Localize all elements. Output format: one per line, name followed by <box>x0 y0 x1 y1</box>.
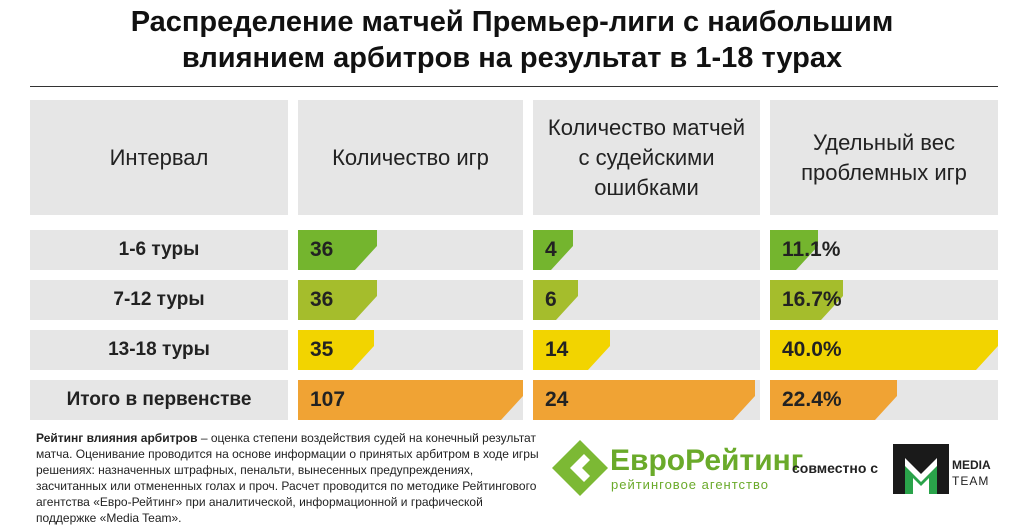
footnote-term: Рейтинг влияния арбитров <box>36 431 198 445</box>
logo-name: ЕвроРейтинг <box>610 444 803 478</box>
header-cell: Количество матчей с судейскими ошибками <box>533 100 760 215</box>
value: 6 <box>545 288 557 311</box>
value: 40.0% <box>782 338 842 361</box>
bar <box>770 380 897 420</box>
title: Распределение матчей Премьер-лиги с наиб… <box>130 6 894 38</box>
value-cell: 35 <box>298 330 523 370</box>
bar <box>770 330 998 370</box>
header-cell: Количество игр <box>298 100 523 215</box>
divider <box>30 86 998 87</box>
row-label: 13-18 туры <box>30 330 288 370</box>
mediateam-icon <box>893 444 949 494</box>
eurorating-icon <box>552 440 608 496</box>
value-cell: 14 <box>533 330 760 370</box>
value: 24 <box>545 388 569 411</box>
value-cell: 4 <box>533 230 760 270</box>
value-cell: 40.0% <box>770 330 998 370</box>
footnote-text: – оценка степени воздействия судей на ко… <box>36 431 539 525</box>
value: 35 <box>310 338 334 361</box>
value-cell: 6 <box>533 280 760 320</box>
value: 36 <box>310 238 334 261</box>
media: MEDIA <box>952 458 991 472</box>
logo-part: Рейтинг <box>685 444 804 477</box>
bar <box>298 380 523 420</box>
value-cell: 22.4% <box>770 380 998 420</box>
value: 4 <box>545 238 557 261</box>
bar <box>533 380 755 420</box>
value: 107 <box>310 388 346 411</box>
value: 11.1% <box>782 238 841 261</box>
value: 16.7% <box>782 288 842 311</box>
value-cell: 16.7% <box>770 280 998 320</box>
value-cell: 24 <box>533 380 760 420</box>
logo-part: Евро <box>610 444 686 477</box>
header-cell: Интервал <box>30 100 288 215</box>
together: совместно с <box>792 460 879 476</box>
row-label: 7-12 туры <box>30 280 288 320</box>
row-label: Итого в первенстве <box>30 380 288 420</box>
title: влиянием арбитров на результат в 1-18 ту… <box>181 42 843 74</box>
row-label: 1-6 туры <box>30 230 288 270</box>
team: TEAM <box>952 474 990 488</box>
value: 14 <box>545 338 569 361</box>
footnote: Рейтинг влияния арбитров – оценка степен… <box>36 430 546 526</box>
value-cell: 36 <box>298 230 523 270</box>
value: 22.4% <box>782 388 842 411</box>
value-cell: 107 <box>298 380 523 420</box>
header-cell: Удельный вес проблемных игр <box>770 100 998 215</box>
value: 36 <box>310 288 334 311</box>
value-cell: 36 <box>298 280 523 320</box>
value-cell: 11.1% <box>770 230 998 270</box>
logo-tagline: рейтинговое агентство <box>611 477 769 492</box>
